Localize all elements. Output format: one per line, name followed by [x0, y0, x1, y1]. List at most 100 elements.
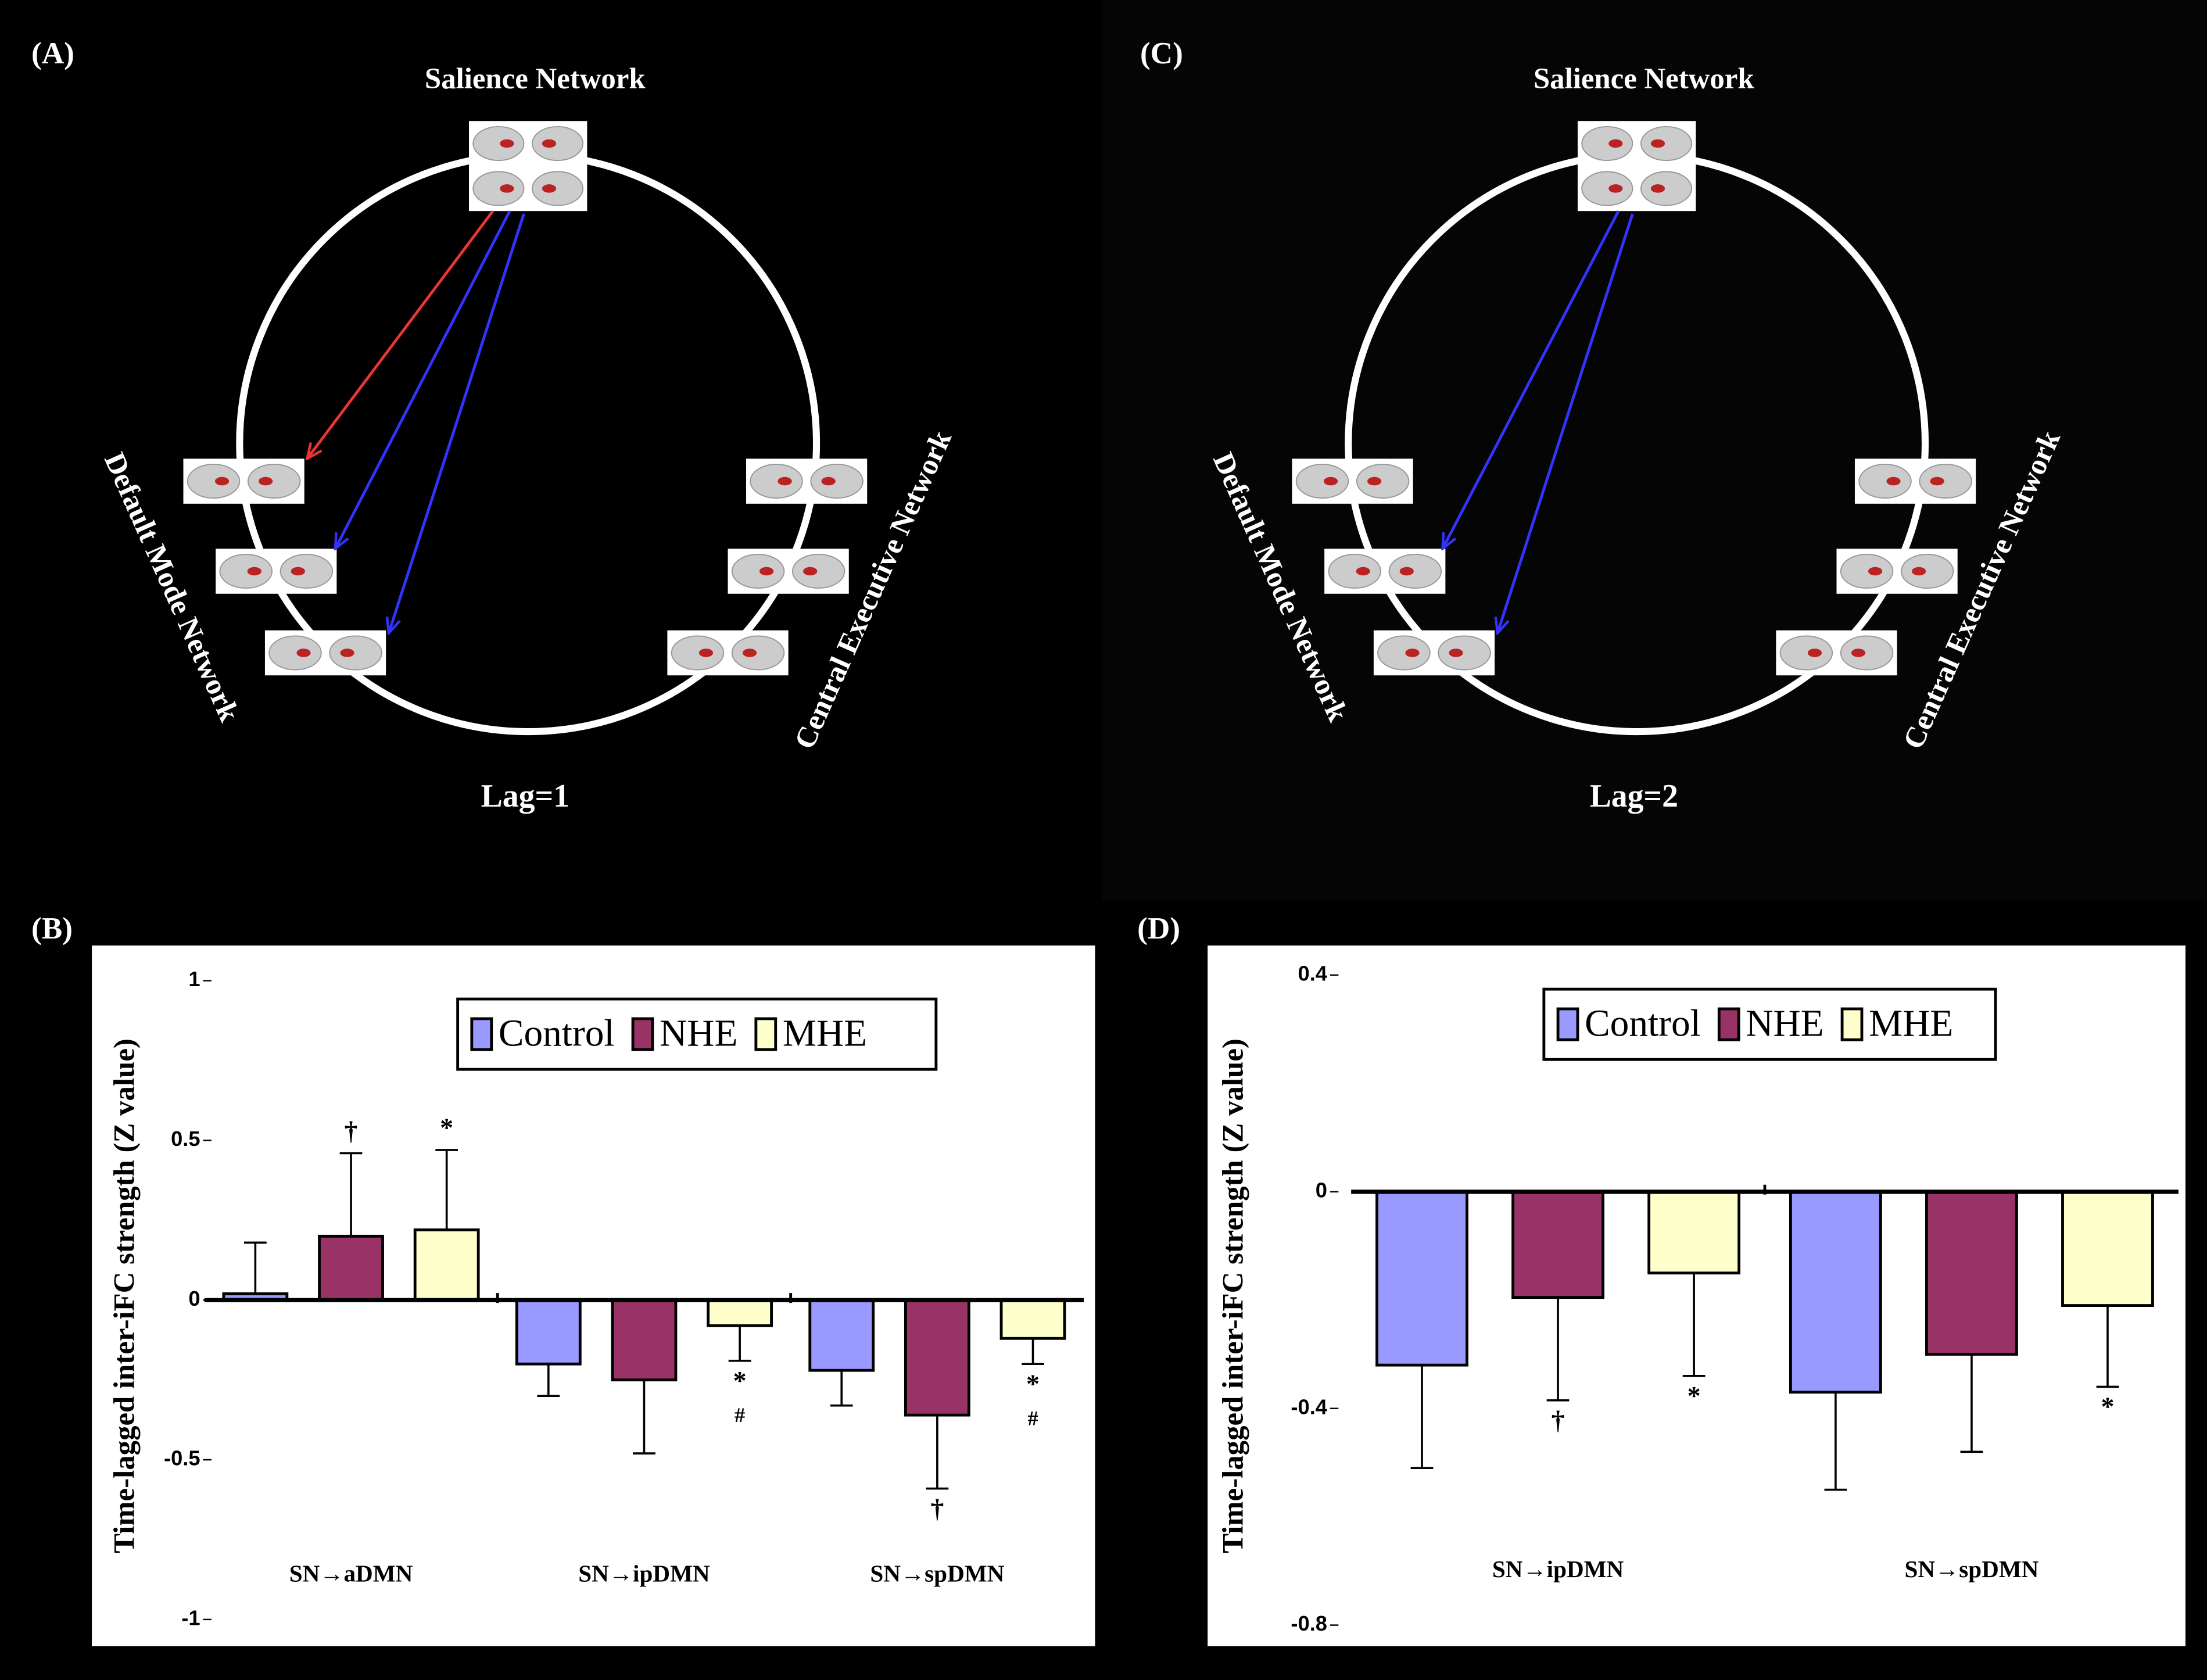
brain	[1900, 554, 1954, 589]
activation	[1608, 139, 1623, 148]
legend-label: Control	[499, 1012, 615, 1054]
x-tick-label: SN→spDMN	[1904, 1556, 2038, 1582]
bar	[707, 1298, 773, 1327]
legend-label: NHE	[660, 1012, 737, 1054]
significance-marker: *	[733, 1366, 747, 1395]
legend-box	[456, 997, 938, 1071]
legend-label: NHE	[1746, 1003, 1823, 1045]
brain	[731, 554, 785, 589]
connection-arrow	[307, 210, 495, 458]
brain	[472, 126, 525, 161]
bar	[1375, 1190, 1468, 1367]
brain	[810, 464, 864, 499]
brain	[1438, 635, 1491, 671]
y-axis-label: Time-lagged inter-iFC strength (Z value)	[1216, 1038, 1249, 1553]
activation	[1608, 184, 1623, 193]
x-tick-label: SN→spDMN	[870, 1560, 1004, 1586]
y-tick-label: -0.4	[1291, 1395, 1327, 1418]
brain	[1328, 554, 1381, 589]
activation	[1807, 649, 1822, 657]
legend-label: MHE	[1869, 1003, 1953, 1045]
activation	[259, 477, 273, 486]
x-tick-label: SN→aDMN	[289, 1560, 413, 1586]
activation	[698, 649, 714, 657]
activation	[542, 184, 557, 193]
x-tick-label: SN→ipDMN	[578, 1560, 710, 1586]
activation	[1650, 184, 1665, 193]
legend-swatch	[631, 1017, 654, 1051]
brain	[268, 635, 322, 671]
brain	[1640, 126, 1693, 161]
brain	[531, 126, 584, 161]
activation	[1449, 649, 1463, 657]
activation	[1405, 649, 1420, 657]
activation	[1912, 567, 1926, 576]
bar	[2061, 1190, 2154, 1307]
connection-arrow	[389, 213, 525, 633]
bar	[318, 1234, 384, 1302]
brain	[1840, 635, 1894, 671]
activation	[742, 649, 757, 657]
significance-marker: *	[2101, 1392, 2114, 1421]
brain	[1356, 464, 1410, 499]
activation	[1399, 567, 1414, 576]
bar	[515, 1298, 582, 1366]
chart-panel	[1208, 945, 2185, 1646]
panel-label: (D)	[1137, 911, 1180, 945]
significance-marker: †	[1552, 1405, 1565, 1435]
legend-box	[1542, 987, 1997, 1061]
brain	[247, 464, 301, 499]
brain	[671, 635, 725, 671]
y-tick-label: 1	[188, 967, 200, 991]
legend-swatch	[1840, 1007, 1864, 1041]
activation	[1356, 567, 1370, 576]
activation	[1868, 567, 1883, 576]
activation	[1650, 139, 1665, 148]
x-tick-label: SN→ipDMN	[1492, 1556, 1624, 1582]
brain	[1779, 635, 1833, 671]
brain	[219, 554, 273, 589]
brain	[791, 554, 845, 589]
brain	[1581, 126, 1633, 161]
brain	[1388, 554, 1442, 589]
y-tick-label: 0	[188, 1287, 200, 1310]
significance-marker: †	[345, 1116, 358, 1145]
activation	[500, 184, 514, 193]
brain	[472, 171, 525, 206]
activation	[542, 139, 557, 148]
brain	[1919, 464, 1972, 499]
activation	[1886, 477, 1901, 486]
bar	[611, 1298, 678, 1382]
legend-label: Control	[1585, 1003, 1701, 1045]
bar	[1925, 1190, 2018, 1356]
connection-arrow	[1497, 213, 1634, 633]
activation	[803, 567, 818, 576]
y-tick-label: 0.5	[171, 1127, 200, 1151]
panel-label: (C)	[1140, 36, 1183, 70]
significance-marker: #	[735, 1403, 745, 1427]
lag-label: Lag=2	[1590, 778, 1678, 814]
activation	[500, 139, 514, 148]
network-label: Salience Network	[1534, 62, 1754, 95]
brain	[750, 464, 803, 499]
activation	[778, 477, 792, 486]
bar	[999, 1298, 1066, 1340]
significance-marker: †	[930, 1493, 944, 1523]
panel-label: (A)	[31, 36, 74, 70]
legend-label: MHE	[783, 1012, 867, 1054]
y-tick-label: -0.8	[1291, 1611, 1327, 1635]
activation	[340, 649, 354, 657]
connection-arrow	[1443, 210, 1620, 549]
bar	[1511, 1190, 1604, 1299]
y-axis-label: Time-lagged inter-iFC strength (Z value)	[108, 1038, 140, 1553]
brain	[1640, 171, 1693, 206]
activation	[291, 567, 305, 576]
activation	[296, 649, 311, 657]
brain	[1377, 635, 1431, 671]
bar	[1789, 1190, 1882, 1394]
activation	[1323, 477, 1338, 486]
legend-swatch	[1717, 1007, 1740, 1041]
activation	[247, 567, 261, 576]
y-tick-label: 0	[1316, 1178, 1327, 1202]
